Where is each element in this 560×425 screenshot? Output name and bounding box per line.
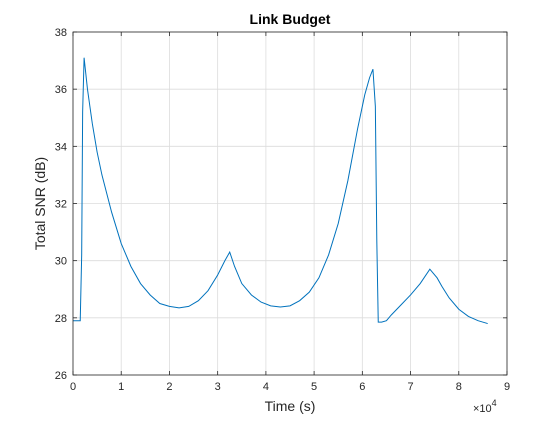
x-tick-label: 3: [215, 381, 221, 393]
x-tick-label: 6: [359, 381, 365, 393]
x-tick-label: 0: [70, 381, 76, 393]
x-tick-label: 4: [263, 381, 269, 393]
x-tick-label: 7: [407, 381, 413, 393]
tick-marks: [72, 31, 508, 376]
x-axis-title: Time (s): [265, 398, 316, 414]
x-tick-label: 1: [118, 381, 124, 393]
y-tick-label: 32: [55, 199, 67, 211]
y-tick-label: 26: [55, 370, 67, 382]
x-exponent-label: ×104: [473, 398, 497, 415]
y-axis-title: Total SNR (dB): [32, 157, 48, 250]
y-tick-label: 30: [55, 256, 67, 268]
chart-title: Link Budget: [250, 11, 331, 27]
x-exponent-power: 4: [492, 398, 497, 408]
y-tick-labels: 26 28 30 32 34 36 38: [55, 27, 67, 382]
y-tick-label: 38: [55, 27, 67, 39]
x-tick-label: 2: [166, 381, 172, 393]
y-tick-label: 28: [55, 313, 67, 325]
x-exponent-base: ×10: [473, 403, 492, 415]
x-tick-label: 8: [456, 381, 462, 393]
y-tick-label: 34: [55, 141, 67, 153]
x-tick-labels: 0 1 2 3 4 5 6 7 8 9: [70, 381, 510, 393]
snr-series-line: [73, 57, 488, 325]
y-tick-label: 36: [55, 84, 67, 96]
x-tick-label: 5: [311, 381, 317, 393]
x-tick-label: 9: [504, 381, 510, 393]
